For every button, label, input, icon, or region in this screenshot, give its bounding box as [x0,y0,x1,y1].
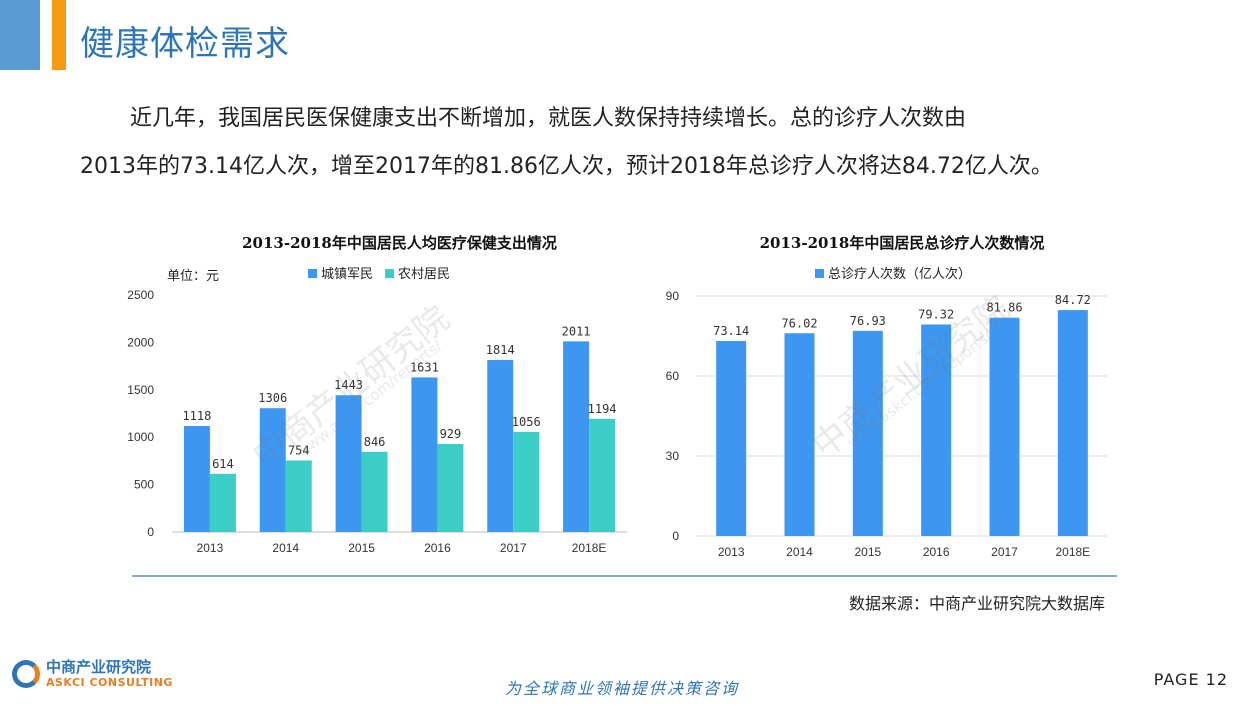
y-tick-label: 30 [666,449,680,463]
logo-name-cn: 中商产业研究院 [46,658,152,676]
x-tick-label: 2013 [718,545,745,559]
y-tick-label: 0 [147,525,154,539]
data-label: 1056 [512,415,541,429]
data-label: 1631 [410,360,439,374]
legend-swatch-1 [385,269,394,278]
bar-城镇军民-2018E [563,341,590,532]
data-label: 1194 [588,402,617,416]
x-tick-label: 2015 [348,541,375,555]
bar-城镇军民-2013 [183,426,210,532]
legend-label-0: 城镇军民 [321,267,373,282]
header-accent-bar [0,0,40,70]
bar-农村居民-2017 [513,431,540,532]
x-tick-label: 2016 [923,545,950,559]
data-label: 1443 [334,378,363,392]
bar-总诊疗人次数（亿人次）-2018E [1057,310,1088,536]
intro-line-2: 2013年的73.14亿人次，增至2017年的81.86亿人次，预计2018年总… [80,154,1053,179]
source-divider [132,575,1117,577]
y-tick-label: 500 [134,478,154,492]
bar-农村居民-2013 [209,473,236,532]
bar-总诊疗人次数（亿人次）-2015 [852,330,883,536]
x-tick-label: 2014 [272,541,299,555]
logo-name-en: ASKCI CONSULTING [46,676,173,689]
bar-城镇军民-2014 [259,408,286,532]
page-title: 健康体检需求 [80,24,290,64]
visits-chart: 2013-2018年中国居民总诊疗人次数情况 总诊疗人次数（亿人次） 0 30 60 90… [655,222,1125,562]
x-tick-label: 2014 [786,545,813,559]
legend-swatch-0 [308,269,317,278]
bar-总诊疗人次数（亿人次）-2014 [784,333,815,536]
bar-农村居民-2015 [361,451,388,532]
logo-icon [12,660,40,688]
y-tick-label: 1500 [127,383,154,397]
data-label: 76.93 [850,314,886,328]
x-tick-label: 2017 [500,541,527,555]
data-label: 846 [364,435,386,449]
bar-农村居民-2016 [437,443,464,532]
legend-label-1: 农村居民 [398,267,450,282]
unit-label: 单位：元 [167,269,219,284]
y-tick-label: 2500 [127,288,154,302]
legend-label-0: 总诊疗人次数（亿人次） [828,266,971,282]
bar-城镇军民-2015 [335,395,362,532]
chart-title: 2013-2018年中国居民总诊疗人次数情况 [760,234,1045,252]
bar-总诊疗人次数（亿人次）-2013 [716,340,747,536]
data-label: 84.72 [1055,293,1091,307]
intro-paragraph: 近几年，我国居民医保健康支出不断增加，就医人数保持持续增长。总的诊疗人次数由 2… [80,95,1140,191]
header-accent-stripe [52,0,66,70]
data-label: 929 [440,427,462,441]
intro-line-1: 近几年，我国居民医保健康支出不断增加，就医人数保持持续增长。总的诊疗人次数由 [130,106,967,131]
page-number: PAGE 12 [1153,670,1228,689]
legend-swatch-0 [815,269,824,278]
x-tick-label: 2018E [1055,545,1090,559]
y-tick-label: 60 [666,369,680,383]
bar-总诊疗人次数（亿人次）-2016 [921,324,952,536]
bar-城镇军民-2017 [487,360,514,532]
data-label: 1306 [258,391,287,405]
x-tick-label: 2018E [572,541,607,555]
y-tick-label: 0 [672,529,679,543]
data-label: 76.02 [781,316,817,330]
data-label: 73.14 [713,324,749,338]
x-tick-label: 2013 [197,541,224,555]
data-label: 81.86 [986,301,1022,315]
footer-slogan: 为全球商业领袖提供决策咨询 [505,679,740,698]
x-tick-label: 2016 [424,541,451,555]
bar-农村居民-2014 [285,460,312,532]
chart-title: 2013-2018年中国居民人均医疗保健支出情况 [242,234,557,252]
y-tick-label: 2000 [127,335,154,349]
data-label: 79.32 [918,307,954,321]
bar-农村居民-2018E [589,418,616,532]
bar-总诊疗人次数（亿人次）-2017 [989,317,1020,536]
company-logo: 中商产业研究院 ASKCI CONSULTING [12,658,173,690]
data-label: 2011 [562,324,591,338]
data-label: 1814 [486,343,515,357]
y-tick-label: 90 [666,289,680,303]
bar-城镇军民-2016 [411,377,438,532]
data-label: 1118 [182,409,211,423]
data-source: 数据来源：中商产业研究院大数据库 [848,594,1105,613]
data-label: 754 [288,444,310,458]
data-label: 614 [212,457,234,471]
x-tick-label: 2015 [854,545,881,559]
y-tick-label: 1000 [127,430,154,444]
expenditure-chart: 2013-2018年中国居民人均医疗保健支出情况单位：元 城镇军民 农村居民 0 500… [120,222,640,562]
x-tick-label: 2017 [991,545,1018,559]
